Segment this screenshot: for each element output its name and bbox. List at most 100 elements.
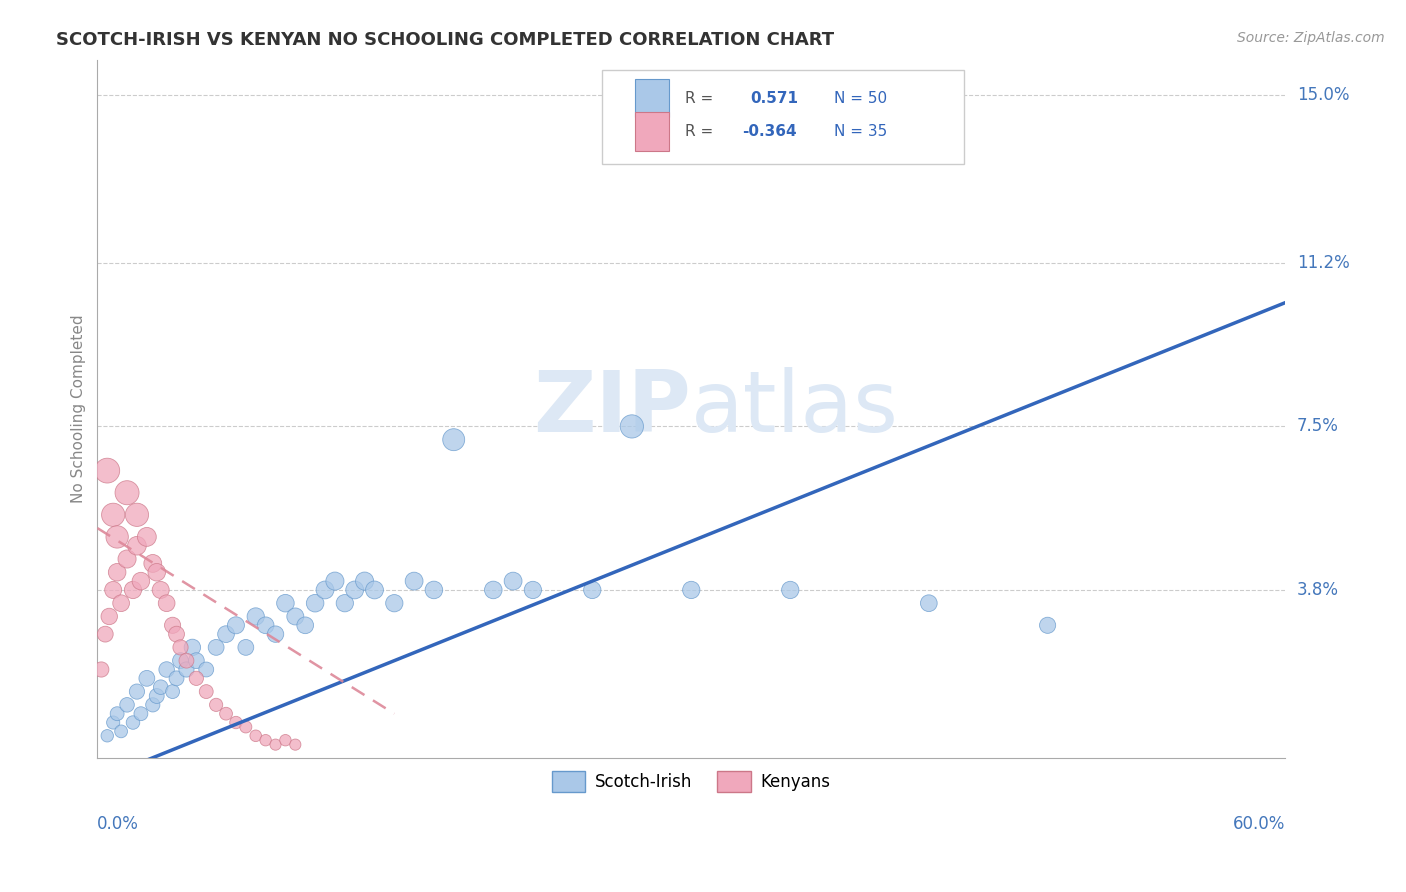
Text: 60.0%: 60.0%: [1233, 815, 1285, 833]
Point: [169, 654, 191, 668]
Point: [96, 729, 118, 743]
Point: [195, 663, 218, 677]
Point: [149, 582, 172, 597]
Point: [90, 663, 112, 677]
Point: [681, 582, 703, 597]
Point: [443, 433, 465, 447]
Text: 0.0%: 0.0%: [97, 815, 139, 833]
Bar: [636, 112, 669, 151]
Point: [122, 715, 145, 730]
Point: [274, 733, 297, 747]
Text: R =: R =: [685, 90, 714, 105]
Point: [235, 720, 257, 734]
Text: 3.8%: 3.8%: [1298, 581, 1339, 599]
Point: [304, 596, 326, 610]
Point: [186, 671, 208, 685]
Point: [122, 582, 145, 597]
Point: [115, 552, 138, 566]
Text: atlas: atlas: [692, 368, 900, 450]
Point: [105, 566, 128, 580]
Point: [284, 609, 307, 624]
Point: [176, 663, 198, 677]
Point: [125, 684, 148, 698]
Text: 11.2%: 11.2%: [1298, 254, 1350, 272]
Point: [779, 582, 801, 597]
Point: [156, 663, 179, 677]
Point: [333, 596, 356, 610]
Point: [110, 596, 132, 610]
Point: [502, 574, 524, 588]
Point: [423, 582, 446, 597]
Point: [105, 530, 128, 544]
Point: [103, 508, 125, 522]
Y-axis label: No Schooling Completed: No Schooling Completed: [72, 315, 86, 503]
Point: [166, 671, 188, 685]
Point: [294, 618, 316, 632]
Point: [254, 733, 277, 747]
FancyBboxPatch shape: [602, 70, 965, 164]
Legend: Scotch-Irish, Kenyans: Scotch-Irish, Kenyans: [546, 764, 838, 798]
Point: [284, 738, 307, 752]
Point: [169, 640, 191, 655]
Point: [274, 596, 297, 610]
Text: Source: ZipAtlas.com: Source: ZipAtlas.com: [1237, 31, 1385, 45]
Bar: [636, 78, 669, 117]
Point: [1036, 618, 1059, 632]
Point: [918, 596, 941, 610]
Point: [125, 539, 148, 553]
Point: [176, 654, 198, 668]
Point: [110, 724, 132, 739]
Text: 15.0%: 15.0%: [1298, 86, 1350, 104]
Text: 7.5%: 7.5%: [1298, 417, 1339, 435]
Point: [129, 574, 152, 588]
Point: [115, 698, 138, 712]
Point: [215, 706, 238, 721]
Point: [94, 627, 117, 641]
Point: [181, 640, 204, 655]
Point: [215, 627, 238, 641]
Point: [98, 609, 121, 624]
Point: [225, 618, 247, 632]
Point: [103, 582, 125, 597]
Point: [125, 508, 148, 522]
Point: [245, 609, 267, 624]
Point: [186, 654, 208, 668]
Point: [145, 566, 167, 580]
Point: [264, 738, 287, 752]
Text: R =: R =: [685, 124, 714, 139]
Point: [156, 596, 179, 610]
Point: [225, 715, 247, 730]
Point: [235, 640, 257, 655]
Point: [129, 706, 152, 721]
Point: [135, 530, 157, 544]
Point: [103, 715, 125, 730]
Point: [96, 464, 118, 478]
Point: [142, 698, 165, 712]
Point: [195, 684, 218, 698]
Point: [382, 596, 405, 610]
Point: [105, 706, 128, 721]
Point: [363, 582, 385, 597]
Point: [314, 582, 336, 597]
Point: [135, 671, 157, 685]
Text: ZIP: ZIP: [533, 368, 692, 450]
Point: [142, 557, 165, 571]
Text: N = 50: N = 50: [834, 90, 887, 105]
Point: [522, 582, 544, 597]
Point: [323, 574, 346, 588]
Point: [404, 574, 426, 588]
Point: [482, 582, 505, 597]
Point: [254, 618, 277, 632]
Point: [162, 618, 184, 632]
Point: [205, 640, 228, 655]
Point: [343, 582, 366, 597]
Text: SCOTCH-IRISH VS KENYAN NO SCHOOLING COMPLETED CORRELATION CHART: SCOTCH-IRISH VS KENYAN NO SCHOOLING COMP…: [56, 31, 834, 49]
Point: [115, 485, 138, 500]
Point: [149, 680, 172, 694]
Text: -0.364: -0.364: [742, 124, 797, 139]
Point: [162, 684, 184, 698]
Point: [245, 729, 267, 743]
Point: [145, 689, 167, 703]
Point: [620, 419, 643, 434]
Point: [264, 627, 287, 641]
